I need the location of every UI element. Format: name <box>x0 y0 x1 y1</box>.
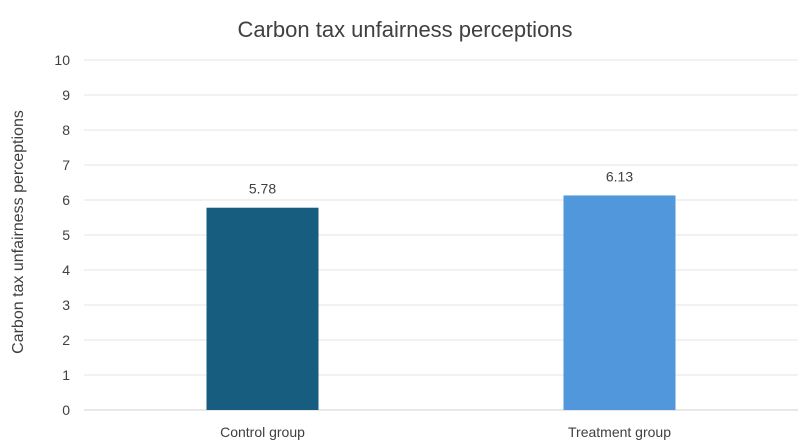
y-tick-label: 9 <box>62 87 70 103</box>
bar-treatment-group <box>563 195 676 410</box>
category-label: Control group <box>220 424 305 440</box>
category-labels: Control group Treatment group <box>220 424 671 440</box>
y-tick-labels: 0 1 2 3 4 5 6 7 8 9 10 <box>54 52 70 418</box>
y-tick-label: 6 <box>62 192 70 208</box>
category-label: Treatment group <box>568 424 671 440</box>
bar-control-group <box>206 207 319 410</box>
data-labels: 5.78 6.13 <box>249 168 633 196</box>
y-tick-label: 7 <box>62 157 70 173</box>
y-tick-label: 0 <box>62 402 70 418</box>
y-tick-label: 5 <box>62 227 70 243</box>
y-axis-label: Carbon tax unfairness perceptions <box>10 110 27 354</box>
chart-title: Carbon tax unfairness perceptions <box>237 17 572 42</box>
y-tick-label: 10 <box>54 52 70 68</box>
gridlines <box>84 59 798 411</box>
bars <box>206 195 676 410</box>
y-tick-label: 3 <box>62 297 70 313</box>
y-tick-label: 2 <box>62 332 70 348</box>
data-label: 5.78 <box>249 181 276 197</box>
y-tick-label: 8 <box>62 122 70 138</box>
data-label: 6.13 <box>606 168 633 184</box>
y-tick-label: 1 <box>62 367 70 383</box>
y-tick-label: 4 <box>62 262 70 278</box>
